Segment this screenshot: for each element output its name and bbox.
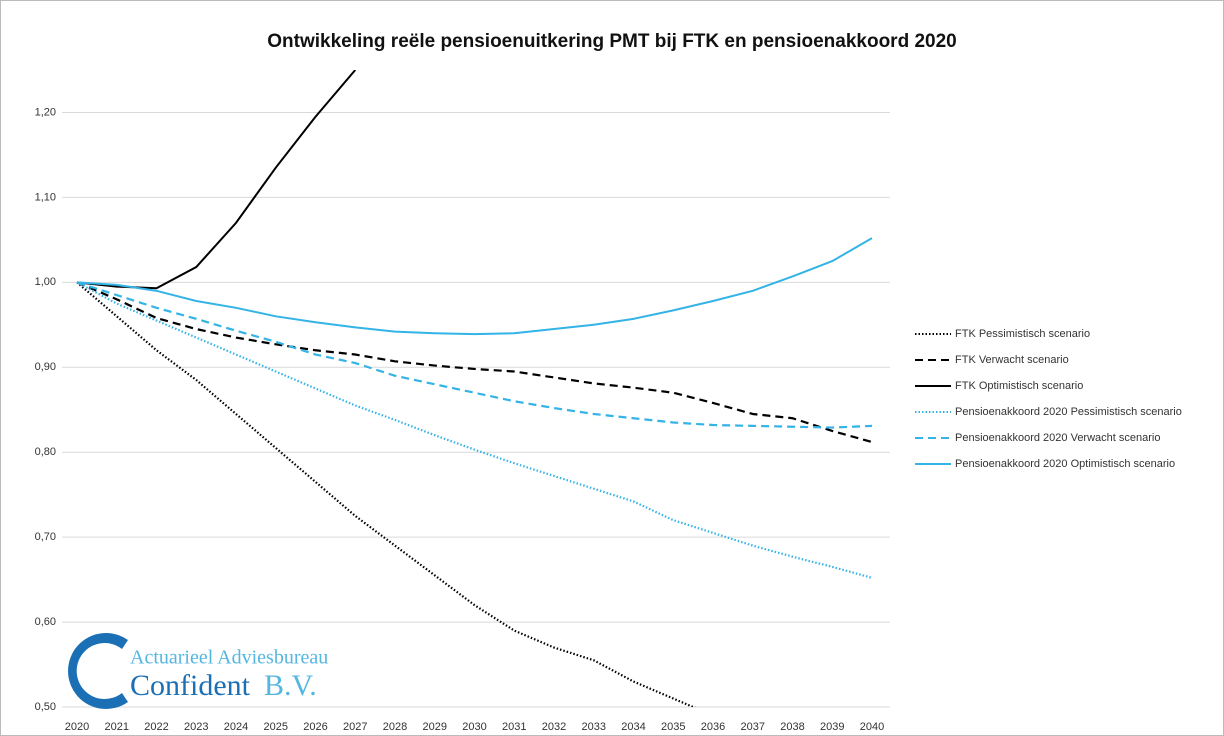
x-tick-label: 2034 bbox=[621, 721, 645, 733]
legend-label: Pensioenakkoord 2020 Optimistisch scenar… bbox=[955, 458, 1175, 470]
chart-title: Ontwikkeling reële pensioenuitkering PMT… bbox=[267, 31, 956, 52]
x-tick-label: 2038 bbox=[780, 721, 804, 733]
x-tick-label: 2040 bbox=[860, 721, 884, 733]
logo-text: Confident bbox=[130, 669, 251, 702]
logo-text: B.V. bbox=[264, 669, 317, 702]
x-tick-label: 2030 bbox=[462, 721, 486, 733]
series-line bbox=[76, 237, 873, 336]
x-tick-label: 2035 bbox=[661, 721, 685, 733]
legend-label: Pensioenakkoord 2020 Pessimistisch scena… bbox=[955, 406, 1182, 418]
series-line bbox=[76, 281, 873, 579]
series-line bbox=[76, 281, 873, 444]
legend-label: Pensioenakkoord 2020 Verwacht scenario bbox=[955, 432, 1160, 444]
legend-label: FTK Optimistisch scenario bbox=[955, 380, 1083, 392]
x-tick-label: 2028 bbox=[383, 721, 407, 733]
y-tick-label: 0,60 bbox=[35, 616, 56, 628]
y-tick-label: 0,70 bbox=[35, 531, 56, 543]
logo: Actuarieel Adviesbureau Confident B.V. bbox=[68, 633, 328, 710]
logo-text: Actuarieel Adviesbureau bbox=[130, 647, 328, 669]
y-tick-label: 0,80 bbox=[35, 446, 56, 458]
x-tick-label: 2027 bbox=[343, 721, 367, 733]
y-tick-label: 0,90 bbox=[35, 361, 56, 373]
x-tick-label: 2029 bbox=[423, 721, 447, 733]
x-tick-label: 2021 bbox=[105, 721, 129, 733]
x-tick-label: 2032 bbox=[542, 721, 566, 733]
x-tick-label: 2022 bbox=[144, 721, 168, 733]
legend-label: FTK Pessimistisch scenario bbox=[955, 328, 1090, 340]
y-tick-label: 1,10 bbox=[35, 191, 56, 203]
series-line bbox=[76, 281, 696, 707]
y-tick-label: 1,00 bbox=[35, 276, 56, 288]
x-tick-label: 2037 bbox=[741, 721, 765, 733]
x-tick-label: 2039 bbox=[820, 721, 844, 733]
x-tick-label: 2036 bbox=[701, 721, 725, 733]
y-tick-label: 1,20 bbox=[35, 106, 56, 118]
x-tick-label: 2031 bbox=[502, 721, 526, 733]
logo-mark bbox=[68, 633, 128, 710]
x-tick-label: 2020 bbox=[65, 721, 89, 733]
x-tick-label: 2025 bbox=[264, 721, 288, 733]
y-tick-label: 0,50 bbox=[35, 701, 56, 713]
x-tick-label: 2024 bbox=[224, 721, 248, 733]
x-tick-label: 2026 bbox=[303, 721, 327, 733]
x-tick-label: 2033 bbox=[582, 721, 606, 733]
plot-area bbox=[76, 70, 873, 707]
legend-label: FTK Verwacht scenario bbox=[955, 354, 1069, 366]
x-tick-label: 2023 bbox=[184, 721, 208, 733]
series-line bbox=[76, 281, 873, 429]
